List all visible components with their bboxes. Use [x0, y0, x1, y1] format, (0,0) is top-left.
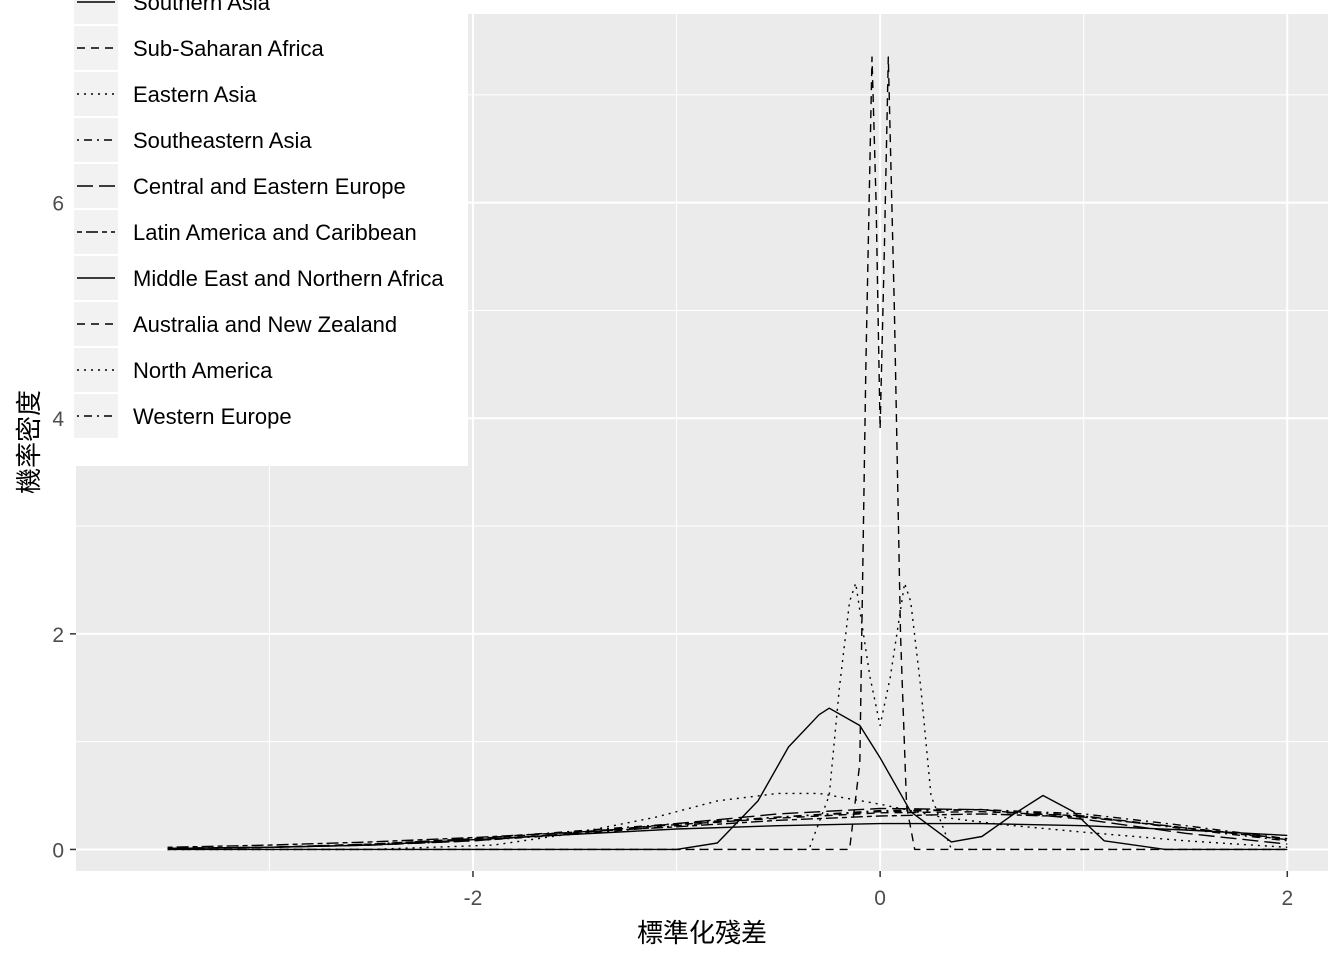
series-line-6 [167, 813, 1288, 848]
legend-label: Central and Eastern Europe [133, 174, 406, 199]
legend-item: Southeastern Asia [74, 118, 312, 162]
legend-item: Western Europe [74, 394, 292, 438]
series-line-3 [167, 792, 1288, 851]
series-lines [167, 56, 1288, 851]
series-line-5 [167, 807, 1288, 850]
legend-label: Western Europe [133, 404, 292, 429]
legend-item: Central and Eastern Europe [74, 164, 406, 208]
series-line-10 [167, 808, 1288, 850]
legend-item: Latin America and Caribbean [74, 210, 417, 254]
legend-label: Eastern Asia [133, 82, 257, 107]
legend-item: Southern Asia [74, 0, 271, 24]
x-tick-label: 0 [874, 887, 886, 910]
series-line-8 [167, 56, 1288, 851]
x-tick-label: -2 [464, 887, 483, 910]
series-line-9 [167, 582, 1288, 851]
legend-label: Middle East and Northern Africa [133, 266, 444, 291]
legend-label: Southeastern Asia [133, 128, 312, 153]
x-tick-label: 2 [1281, 887, 1293, 910]
legend-key [74, 72, 118, 116]
y-tick-label: 4 [52, 408, 64, 431]
legend-key [74, 348, 118, 392]
legend-label: North America [133, 358, 273, 383]
legend-item: Middle East and Northern Africa [74, 256, 444, 300]
legend-item: Australia and New Zealand [74, 302, 397, 346]
y-tick-label: 0 [52, 839, 64, 862]
axes: -2 0 2 0 2 4 6 [52, 193, 1293, 910]
legend-background [70, 0, 468, 466]
legend-label: Australia and New Zealand [133, 312, 397, 337]
legend: Southern Asia Sub-Saharan Africa Eastern A… [70, 0, 468, 466]
y-tick-label: 2 [52, 624, 64, 647]
legend-label: Southern Asia [133, 0, 271, 15]
legend-label: Latin America and Caribbean [133, 220, 417, 245]
legend-label: Sub-Saharan Africa [133, 36, 325, 61]
x-axis-title: 標準化殘差 [637, 919, 767, 949]
series-line-7 [167, 707, 1288, 851]
y-axis-title: 機率密度 [15, 390, 45, 494]
legend-key [74, 0, 118, 24]
legend-item: North America [74, 348, 273, 392]
legend-item: Sub-Saharan Africa [74, 26, 325, 70]
series-line-4 [167, 808, 1288, 850]
legend-item: Eastern Asia [74, 72, 257, 116]
y-tick-label: 6 [52, 193, 64, 216]
